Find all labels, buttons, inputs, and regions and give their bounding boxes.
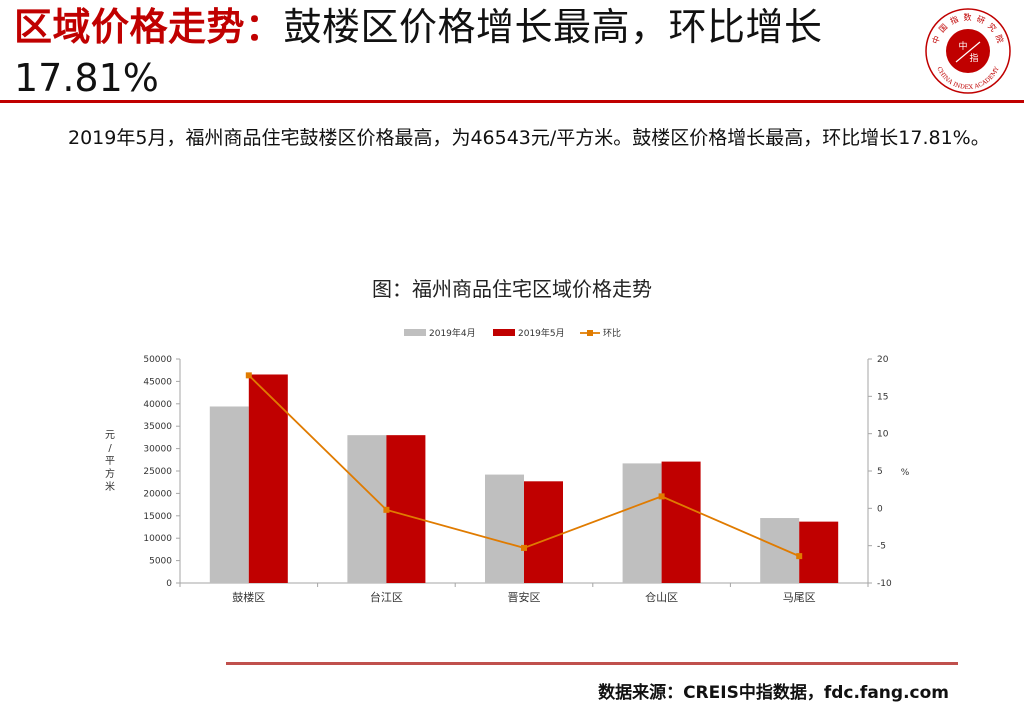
y-tick-label: 50000 <box>143 355 172 365</box>
bar-april <box>622 463 662 583</box>
y-tick-label: 40000 <box>143 400 172 410</box>
y2-tick-label: 10 <box>877 430 889 440</box>
legend-label-april: 2019年4月 <box>429 327 476 339</box>
bar-april <box>347 435 387 583</box>
legend-swatch-marker-mom <box>587 330 593 336</box>
legend-label-may: 2019年5月 <box>518 327 565 339</box>
y2-tick-label: 15 <box>877 392 888 402</box>
header-divider <box>0 100 1024 103</box>
china-index-academy-logo: 中 国 指 数 研 究 院 CHINA INDEX ACADEMY 中 指 <box>925 8 1011 94</box>
y2-tick-label: -5 <box>877 542 886 552</box>
logo-center-b: 指 <box>969 52 978 64</box>
page-title: 区域价格走势：鼓楼区价格增长最高，环比增长 <box>14 2 914 52</box>
y2-tick-label: -10 <box>877 579 892 589</box>
bar-april <box>209 406 249 583</box>
y-tick-label: 5000 <box>149 557 172 567</box>
bar-april <box>485 474 524 583</box>
x-tick-label: 台江区 <box>370 590 403 604</box>
bar-may <box>661 461 701 583</box>
mom-point <box>796 553 803 560</box>
bar-may <box>386 435 426 583</box>
page-title-lead: 区域价格走势： <box>14 5 284 49</box>
y2-tick-label: 5 <box>877 467 883 477</box>
bar-may <box>248 374 288 583</box>
y-tick-label: 45000 <box>143 377 172 387</box>
bar-may <box>799 521 839 583</box>
y-tick-label: 10000 <box>143 534 172 544</box>
data-source: 数据来源：CREIS中指数据，fdc.fang.com <box>598 683 949 703</box>
footer-divider <box>226 662 958 665</box>
y-tick-label: 0 <box>166 579 172 589</box>
x-tick-label: 仓山区 <box>645 590 678 604</box>
mom-point <box>245 372 252 379</box>
x-tick-label: 鼓楼区 <box>232 590 265 604</box>
mom-point <box>658 493 665 500</box>
x-tick-label: 马尾区 <box>783 591 816 604</box>
y2-tick-label: 0 <box>877 504 883 514</box>
mom-point <box>521 544 527 551</box>
y-axis-title: 元/平方米 <box>105 430 115 493</box>
y-tick-label: 15000 <box>143 512 172 522</box>
y-tick-label: 35000 <box>143 422 172 432</box>
mom-point <box>383 506 390 513</box>
y-tick-label: 30000 <box>143 445 172 455</box>
page-title-line2: 17.81% <box>14 56 159 100</box>
legend-swatch-april <box>404 329 426 336</box>
bar-april <box>760 518 800 583</box>
y-tick-label: 20000 <box>143 489 172 499</box>
summary-paragraph: 2019年5月，福州商品住宅鼓楼区价格最高，为46543元/平方米。鼓楼区价格增… <box>68 127 990 149</box>
y-tick-label: 25000 <box>143 467 172 477</box>
legend-label-mom: 环比 <box>603 327 621 339</box>
logo-center-a: 中 <box>958 40 967 52</box>
chart-title: 图：福州商品住宅区域价格走势 <box>372 277 652 301</box>
legend-swatch-may <box>493 329 515 336</box>
y2-axis-title: % <box>901 468 910 478</box>
x-tick-label: 晋安区 <box>508 590 541 604</box>
bar-may <box>524 481 563 583</box>
y2-tick-label: 20 <box>877 355 889 365</box>
page-title-rest: 鼓楼区价格增长最高，环比增长 <box>283 5 823 49</box>
